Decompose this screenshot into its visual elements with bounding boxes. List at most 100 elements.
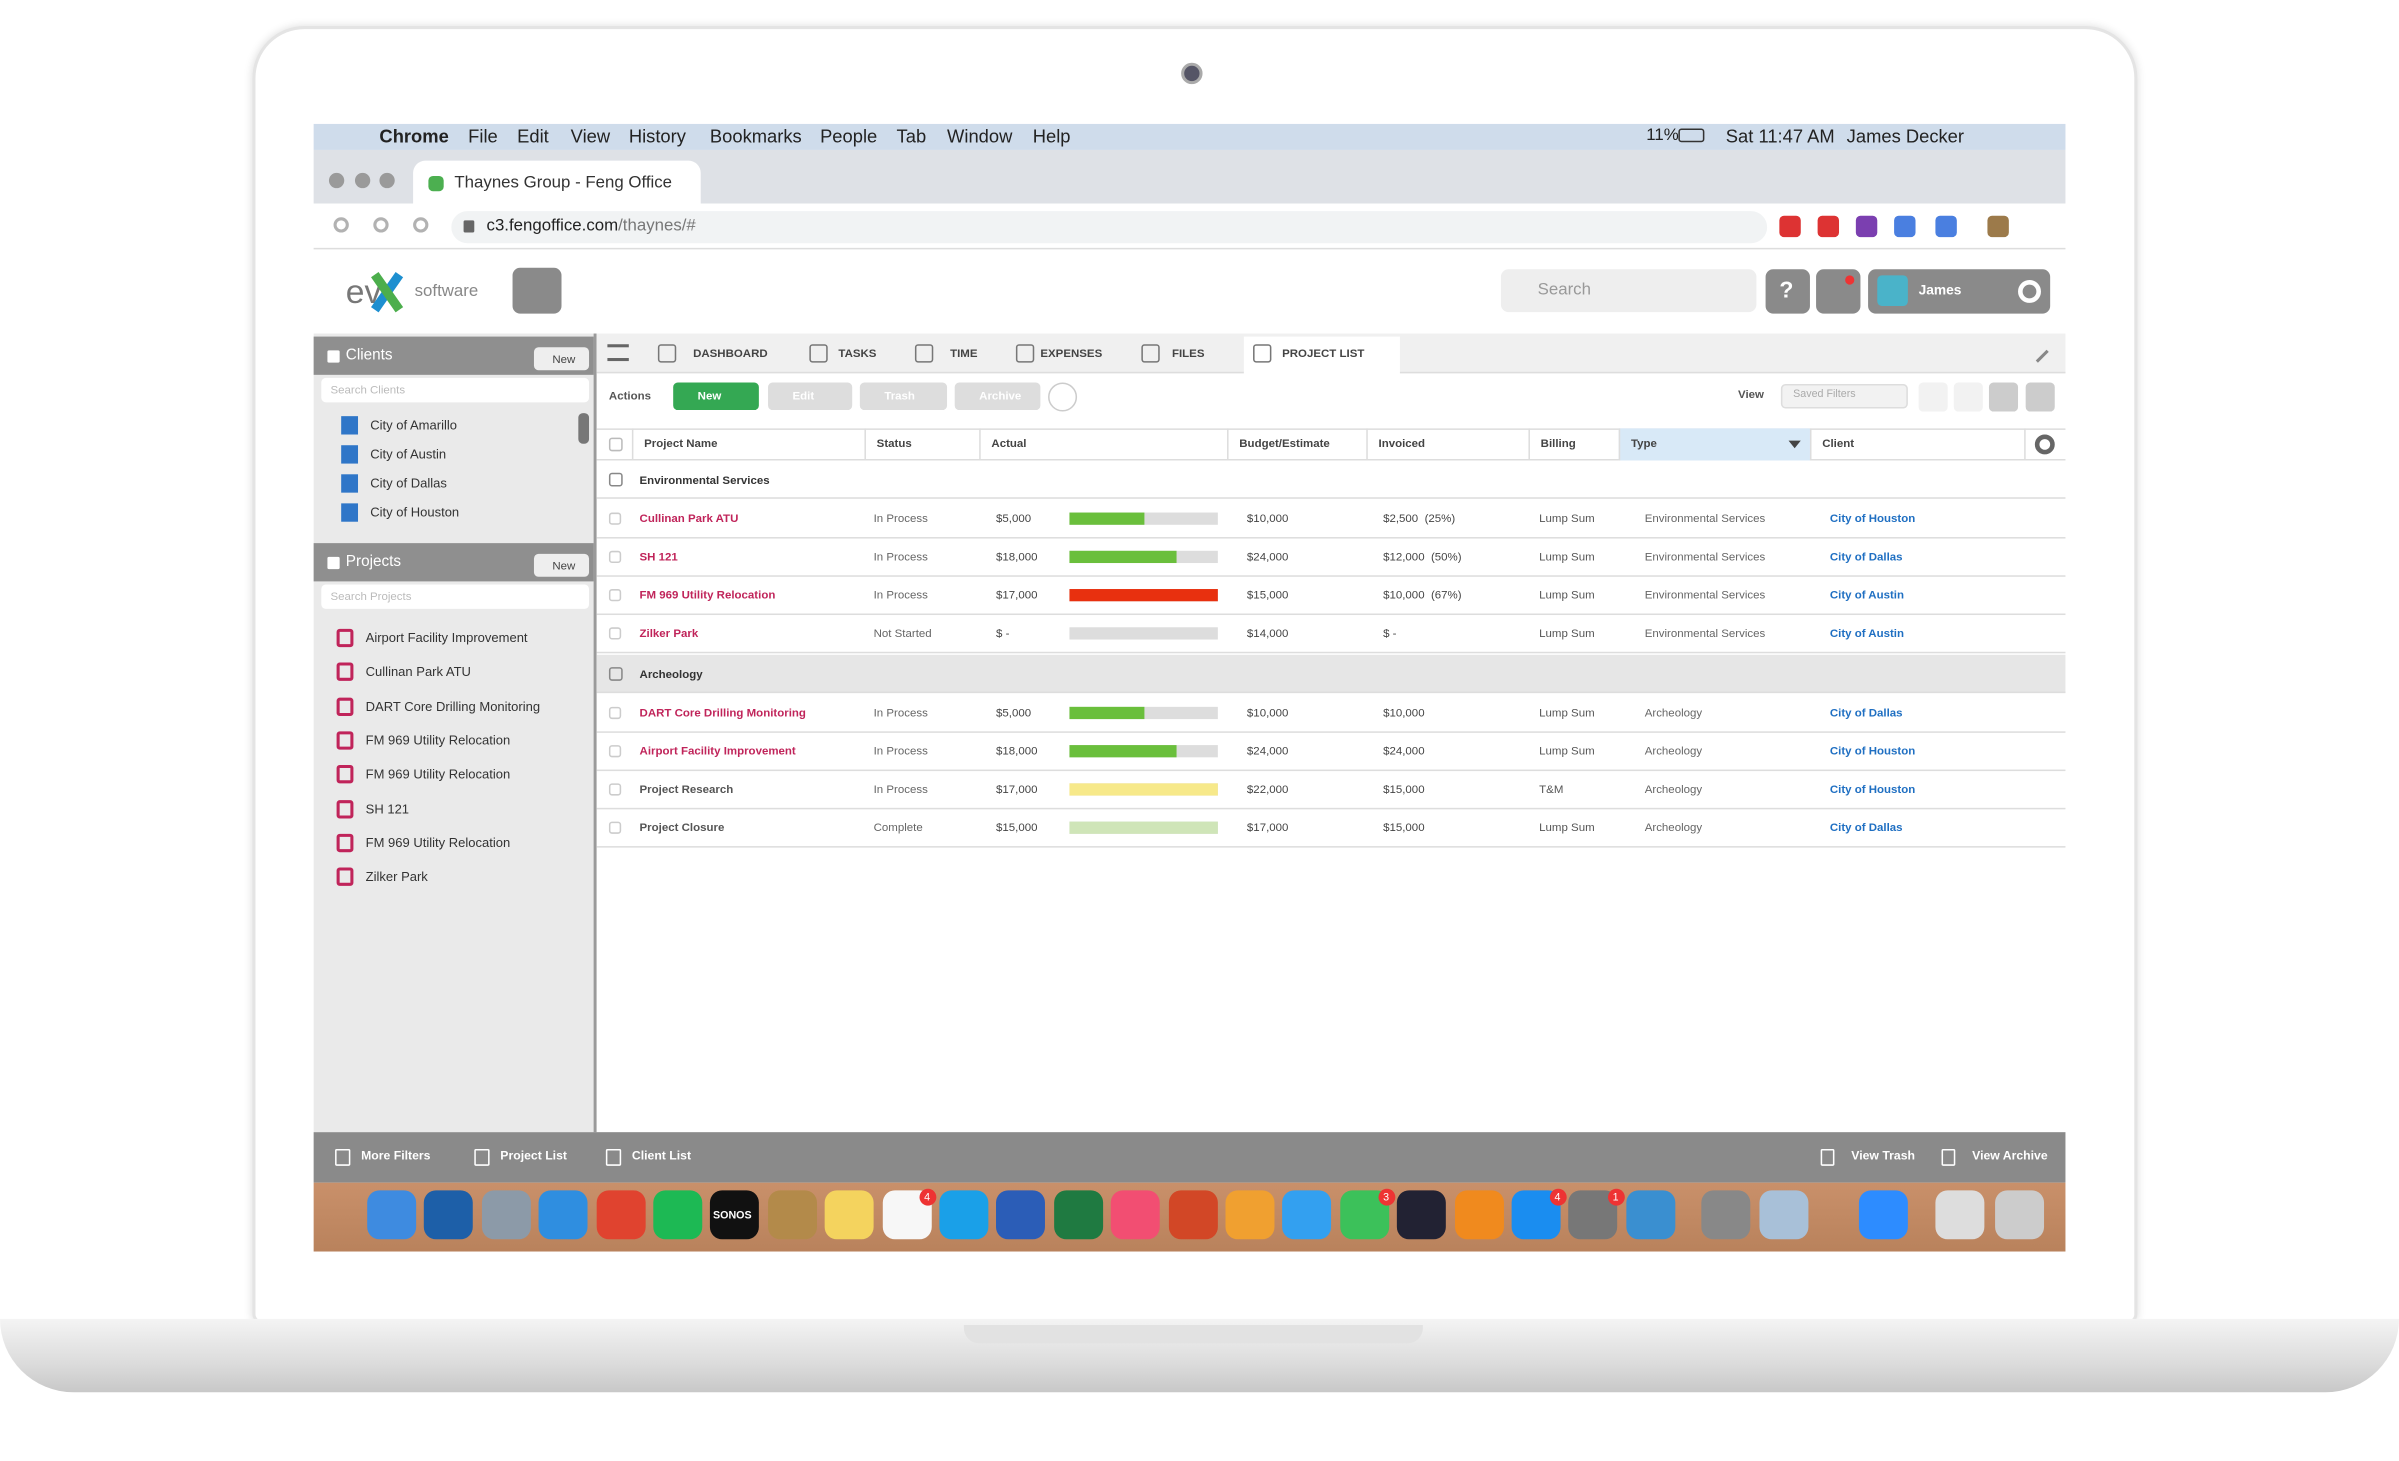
header-checkbox[interactable] [608, 437, 623, 452]
sidebar-item[interactable]: City of Dallas [370, 475, 447, 491]
extension-icon[interactable] [1855, 215, 1878, 238]
row-checkbox[interactable] [608, 706, 622, 720]
column-header[interactable]: Billing [1540, 436, 1576, 451]
sidebar-item[interactable]: Cullinan Park ATU [365, 664, 471, 680]
project-name[interactable]: DART Core Drilling Monitoring [639, 705, 806, 720]
project-name[interactable]: Project Closure [639, 820, 725, 835]
dock-icon[interactable] [1111, 1190, 1161, 1240]
action-button[interactable] [859, 382, 948, 411]
tab-label[interactable]: TIME [950, 346, 978, 360]
action-button[interactable] [673, 382, 759, 411]
url-field[interactable] [451, 211, 1768, 244]
row-checkbox[interactable] [608, 589, 622, 602]
nav-button[interactable] [413, 217, 429, 233]
menu-item[interactable]: People [820, 125, 878, 147]
column-header[interactable]: Project Name [644, 436, 718, 451]
search-box[interactable] [1500, 269, 1757, 313]
view-icon[interactable] [2025, 382, 2055, 412]
group-checkbox[interactable] [608, 667, 623, 681]
client[interactable]: City of Houston [1829, 511, 1916, 526]
tab-label[interactable]: PROJECT LIST [1282, 346, 1365, 360]
action-button[interactable] [954, 382, 1041, 411]
tab-label[interactable]: TASKS [838, 346, 877, 360]
sidebar-item[interactable]: DART Core Drilling Monitoring [365, 698, 541, 714]
dock-icon[interactable] [710, 1190, 760, 1240]
project-name[interactable]: Cullinan Park ATU [639, 511, 739, 526]
nav-button[interactable] [373, 217, 389, 233]
project-name[interactable]: Project Research [639, 782, 734, 796]
window-control[interactable] [328, 172, 345, 189]
client[interactable]: City of Houston [1829, 743, 1916, 758]
collapse-box[interactable] [327, 350, 340, 363]
column-header[interactable]: Budget/Estimate [1239, 436, 1330, 451]
new-button[interactable] [533, 553, 590, 577]
sidebar-item[interactable]: FM 969 Utility Relocation [365, 766, 511, 782]
client[interactable]: City of Dallas [1829, 820, 1903, 835]
tab-label[interactable]: EXPENSES [1040, 346, 1103, 360]
nav-button[interactable] [333, 217, 349, 233]
dock-icon[interactable] [1282, 1190, 1332, 1240]
view-icon[interactable] [1918, 382, 1948, 412]
group-checkbox[interactable] [608, 472, 623, 487]
menu-item[interactable]: File [468, 125, 498, 147]
dock-icon[interactable] [824, 1190, 874, 1240]
menu-item[interactable]: Tab [896, 125, 927, 147]
row-checkbox[interactable] [608, 550, 622, 564]
menu-item[interactable]: History [628, 125, 686, 147]
row-checkbox[interactable] [608, 821, 622, 834]
new-tab[interactable] [716, 173, 737, 194]
home-button[interactable] [512, 267, 562, 314]
settings-icon[interactable] [2018, 279, 2041, 303]
dock-icon[interactable] [538, 1190, 588, 1240]
client[interactable]: City of Houston [1829, 782, 1916, 796]
client[interactable]: City of Dallas [1829, 549, 1903, 564]
sidebar-item[interactable]: City of Austin [370, 446, 447, 462]
client[interactable]: City of Dallas [1829, 705, 1903, 720]
menu-item[interactable]: Help [1032, 125, 1071, 147]
dock-icon[interactable] [1225, 1190, 1275, 1240]
menu-item[interactable]: Bookmarks [709, 125, 802, 147]
notification-button[interactable] [1816, 269, 1861, 314]
sidebar-item[interactable]: Zilker Park [365, 868, 428, 885]
dock-icon[interactable] [367, 1190, 417, 1240]
dock-icon[interactable] [424, 1190, 474, 1240]
extension-icon[interactable] [1817, 215, 1840, 238]
sidebar-item[interactable]: Airport Facility Improvement [365, 629, 528, 646]
extension-icon[interactable] [1987, 215, 2009, 238]
view-icon[interactable] [1988, 382, 2019, 412]
dock-icon[interactable] [1758, 1190, 1808, 1240]
extension-icon[interactable] [1894, 215, 1916, 238]
dock-icon[interactable] [1397, 1190, 1447, 1240]
footer-link[interactable]: View Trash [1851, 1149, 1915, 1163]
menu-item[interactable]: Window [947, 125, 1013, 147]
client[interactable]: City of Austin [1829, 626, 1904, 640]
footer-link[interactable]: View Archive [1972, 1149, 2048, 1163]
project-name[interactable]: SH 121 [639, 549, 678, 564]
dock-icon[interactable] [996, 1190, 1046, 1240]
collapse-box[interactable] [327, 556, 340, 570]
dock-icon[interactable] [1701, 1190, 1751, 1240]
project-name[interactable]: Zilker Park [639, 626, 699, 640]
sidebar-item[interactable]: FM 969 Utility Relocation [365, 732, 511, 748]
column-settings[interactable] [2034, 434, 2055, 455]
tab-label[interactable]: FILES [1171, 346, 1205, 360]
dock-icon[interactable] [1168, 1190, 1218, 1240]
sidebar-item[interactable]: FM 969 Utility Relocation [365, 834, 511, 850]
saved-filters-select[interactable] [1780, 384, 1908, 409]
menu-item[interactable]: View [570, 125, 611, 147]
dock-icon[interactable] [1053, 1190, 1103, 1240]
search-circle[interactable] [1048, 382, 1078, 412]
row-checkbox[interactable] [608, 512, 622, 525]
window-control[interactable] [379, 172, 395, 189]
column-header[interactable]: Actual [991, 436, 1027, 451]
project-name[interactable]: FM 969 Utility Relocation [639, 587, 776, 602]
dock-icon[interactable] [1454, 1190, 1504, 1240]
action-button[interactable] [768, 382, 853, 411]
extension-icon[interactable] [1779, 215, 1801, 238]
window-control[interactable] [354, 172, 371, 189]
dock-icon[interactable] [1994, 1190, 2044, 1240]
dock-icon[interactable] [767, 1190, 817, 1240]
view-icon[interactable] [1953, 382, 1983, 412]
project-name[interactable]: Airport Facility Improvement [639, 743, 796, 758]
footer-link[interactable]: Project List [500, 1149, 567, 1163]
